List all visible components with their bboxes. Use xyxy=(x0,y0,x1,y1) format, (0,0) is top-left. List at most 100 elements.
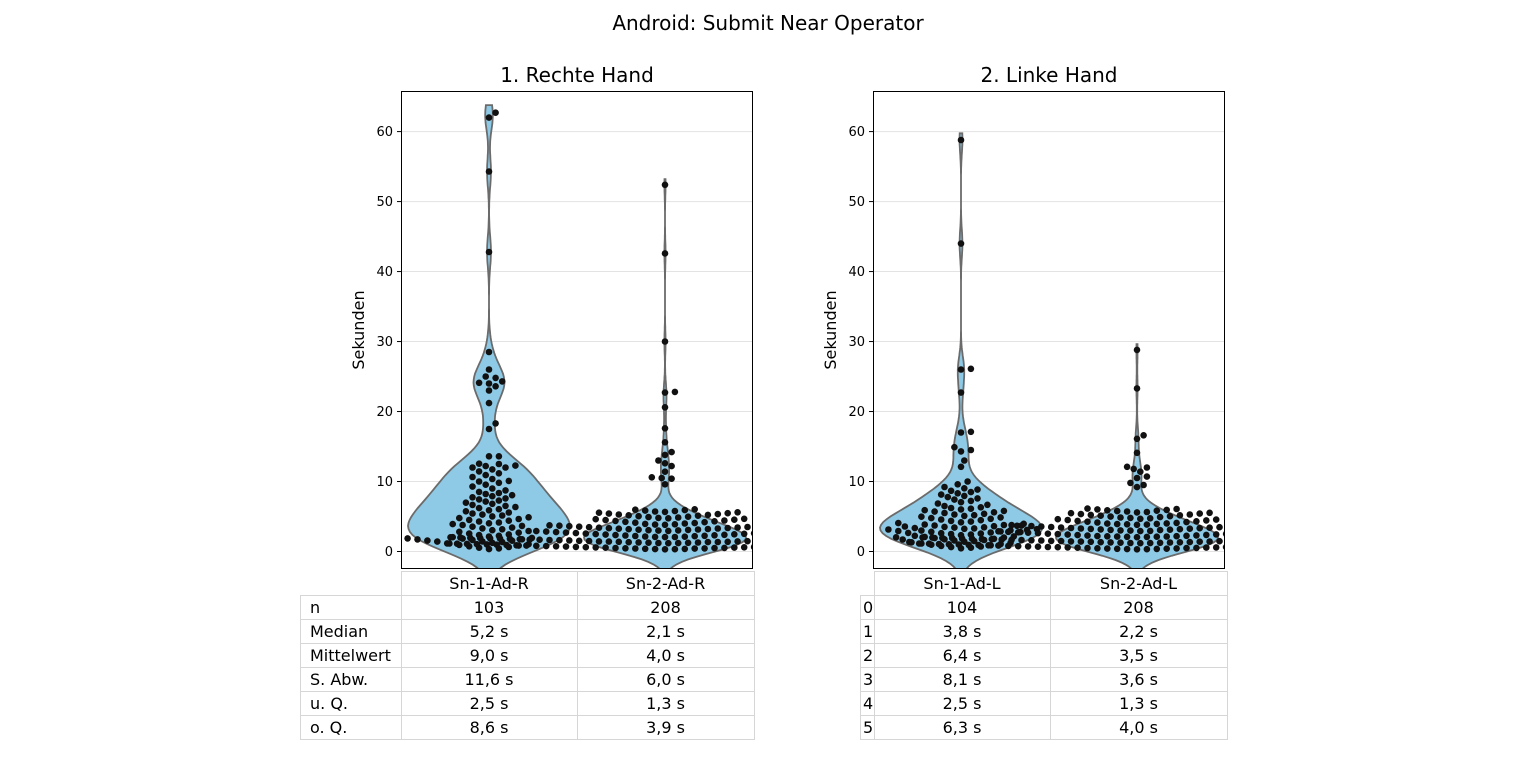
data-point xyxy=(984,501,991,509)
data-point xyxy=(1034,529,1042,537)
data-point xyxy=(489,500,496,508)
data-point xyxy=(774,537,781,544)
data-point xyxy=(906,538,913,546)
data-point xyxy=(684,526,692,534)
data-point xyxy=(947,517,955,525)
data-point xyxy=(1054,530,1062,538)
row-label: n xyxy=(300,595,402,620)
data-point xyxy=(957,448,965,455)
data-point xyxy=(1143,464,1151,471)
y-tick-label: 60 xyxy=(376,125,393,140)
plot-frame xyxy=(401,91,753,569)
data-point xyxy=(414,536,421,543)
data-point xyxy=(1057,524,1065,531)
row-label: u. Q. xyxy=(300,691,402,716)
data-point xyxy=(476,534,484,542)
data-point xyxy=(1077,538,1085,545)
data-point xyxy=(1123,545,1131,553)
data-point xyxy=(595,509,603,516)
data-point xyxy=(1094,506,1101,513)
data-point xyxy=(1352,540,1359,547)
data-point xyxy=(1193,532,1200,539)
y-tick-label: 20 xyxy=(848,405,865,420)
data-point xyxy=(469,510,476,517)
plot-area xyxy=(404,104,847,569)
data-point xyxy=(502,464,509,471)
data-point xyxy=(674,527,682,534)
data-point xyxy=(684,513,692,520)
data-point xyxy=(625,525,632,533)
data-point xyxy=(1153,533,1161,540)
data-point xyxy=(482,471,490,479)
data-point xyxy=(661,521,669,529)
data-point xyxy=(977,530,985,537)
data-point xyxy=(489,466,496,473)
data-point xyxy=(1325,535,1332,542)
data-point xyxy=(714,538,722,546)
data-point xyxy=(804,536,811,543)
data-point xyxy=(721,531,728,539)
data-point xyxy=(1143,473,1151,480)
data-point xyxy=(1153,545,1161,553)
data-point xyxy=(1107,539,1114,546)
data-point xyxy=(566,522,573,530)
data-point xyxy=(1117,514,1124,521)
data-point xyxy=(1038,537,1045,544)
data-point xyxy=(1216,537,1223,545)
data-point xyxy=(1272,543,1279,550)
data-point xyxy=(475,488,483,496)
data-point xyxy=(513,542,520,549)
data-point xyxy=(691,545,698,552)
data-point xyxy=(830,542,837,549)
data-point xyxy=(536,536,543,543)
data-point xyxy=(964,478,971,485)
data-point xyxy=(957,498,965,506)
data-point xyxy=(456,528,463,536)
data-point xyxy=(475,496,483,503)
data-point xyxy=(1137,468,1144,476)
data-point xyxy=(661,250,669,257)
data-point xyxy=(485,453,493,460)
data-point xyxy=(404,535,411,542)
data-point xyxy=(498,378,506,385)
data-point xyxy=(1233,530,1240,537)
data-point xyxy=(1143,521,1151,528)
data-point xyxy=(954,490,961,497)
data-point xyxy=(754,523,761,530)
data-point xyxy=(1107,513,1114,520)
data-point xyxy=(605,538,613,545)
data-point xyxy=(1196,510,1203,517)
data-point xyxy=(632,506,639,513)
data-point xyxy=(1014,529,1022,536)
data-point xyxy=(602,516,609,524)
data-point xyxy=(935,540,943,548)
data-point xyxy=(641,507,649,514)
data-point xyxy=(968,535,976,542)
y-tick-label: 30 xyxy=(376,335,393,350)
data-point xyxy=(475,460,483,468)
table-cell: 3,9 s xyxy=(576,715,755,740)
data-point xyxy=(1262,543,1269,550)
data-point xyxy=(987,529,994,536)
data-point xyxy=(1236,523,1243,530)
row-label: 1 xyxy=(860,619,875,644)
data-point xyxy=(651,521,659,528)
data-point xyxy=(615,525,623,532)
data-point xyxy=(892,534,900,541)
data-point xyxy=(921,521,928,528)
data-point xyxy=(721,544,728,552)
table-cell: 5,2 s xyxy=(400,619,578,644)
table-cell: 2,1 s xyxy=(576,619,755,644)
data-point xyxy=(512,503,519,511)
data-point xyxy=(1087,525,1095,533)
figure-title: Android: Submit Near Operator xyxy=(612,11,924,35)
data-point xyxy=(711,518,718,525)
data-point xyxy=(731,531,738,538)
data-point xyxy=(840,541,847,548)
data-point xyxy=(1183,532,1190,540)
data-point xyxy=(1000,521,1008,529)
data-point xyxy=(1173,532,1180,540)
data-point xyxy=(1193,544,1200,552)
data-point xyxy=(485,520,493,527)
data-point xyxy=(661,508,669,516)
